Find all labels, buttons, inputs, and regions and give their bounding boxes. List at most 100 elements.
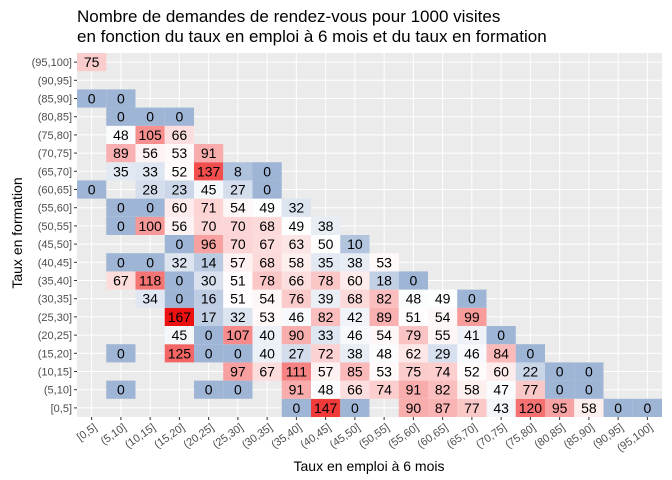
cell-value-label: 74 bbox=[435, 364, 451, 380]
heatmap-cell bbox=[194, 253, 224, 272]
y-tick-label: (10,15] bbox=[38, 367, 72, 379]
heatmap-cell bbox=[223, 216, 253, 235]
heatmap-cell bbox=[311, 271, 341, 290]
heatmap-cell bbox=[194, 216, 224, 235]
heatmap-cell bbox=[457, 326, 487, 345]
heatmap-cell bbox=[194, 326, 224, 345]
cell-value-label: 54 bbox=[230, 200, 246, 216]
x-tick-label: (10,15] bbox=[123, 422, 158, 451]
cell-value-label: 0 bbox=[556, 364, 564, 380]
x-tick-label: (55,60] bbox=[386, 422, 421, 451]
y-tick-label: (30,35] bbox=[38, 294, 72, 306]
cell-value-label: 32 bbox=[289, 200, 305, 216]
cell-value-label: 51 bbox=[406, 309, 422, 325]
cell-value-label: 53 bbox=[376, 254, 392, 270]
cell-value-label: 0 bbox=[175, 109, 183, 125]
x-tick-label: (75,80] bbox=[503, 422, 538, 451]
cell-value-label: 137 bbox=[197, 163, 221, 179]
cell-value-label: 0 bbox=[88, 91, 96, 107]
cell-value-label: 27 bbox=[230, 182, 246, 198]
heatmap-cell bbox=[398, 344, 428, 363]
chart-title-line2: en fonction du taux en emploi à 6 mois e… bbox=[77, 27, 547, 46]
cell-value-label: 60 bbox=[493, 364, 509, 380]
cell-value-label: 8 bbox=[234, 163, 242, 179]
heatmap-cell bbox=[164, 235, 194, 254]
heatmap-cell bbox=[164, 271, 194, 290]
heatmap-cell bbox=[194, 380, 224, 399]
y-tick-label: (70,75] bbox=[38, 148, 72, 160]
y-tick-label: (75,80] bbox=[38, 130, 72, 142]
cell-value-label: 17 bbox=[201, 309, 217, 325]
y-tick-label: (20,25] bbox=[38, 330, 72, 342]
heatmap-cell bbox=[428, 307, 458, 326]
heatmap-cell bbox=[252, 326, 282, 345]
cell-value-label: 54 bbox=[376, 327, 392, 343]
x-tick-label: (25,30] bbox=[211, 422, 246, 451]
heatmap-cell bbox=[369, 362, 399, 381]
heatmap-cell bbox=[77, 53, 107, 72]
cell-value-label: 91 bbox=[289, 382, 305, 398]
heatmap-cell bbox=[574, 398, 604, 417]
heatmap-cell bbox=[428, 344, 458, 363]
heatmap-cell bbox=[340, 362, 370, 381]
cell-value-label: 47 bbox=[493, 382, 509, 398]
cell-value-label: 38 bbox=[318, 218, 334, 234]
cell-value-label: 39 bbox=[318, 291, 334, 307]
cell-value-label: 46 bbox=[289, 309, 305, 325]
heatmap-cell bbox=[135, 144, 165, 163]
cell-value-label: 0 bbox=[205, 382, 213, 398]
cell-value-label: 78 bbox=[318, 273, 334, 289]
cell-value-label: 49 bbox=[259, 200, 275, 216]
cell-value-label: 90 bbox=[406, 400, 422, 416]
heatmap-cell bbox=[223, 326, 253, 345]
heatmap-cell bbox=[311, 380, 341, 399]
heatmap-cell bbox=[311, 289, 341, 308]
cell-value-label: 66 bbox=[347, 382, 363, 398]
heatmap-cell bbox=[135, 198, 165, 217]
heatmap-cell bbox=[194, 144, 224, 163]
cell-value-label: 53 bbox=[172, 145, 188, 161]
cell-value-label: 54 bbox=[435, 309, 451, 325]
heatmap-cell bbox=[398, 271, 428, 290]
heatmap-cell bbox=[457, 398, 487, 417]
heatmap-cell bbox=[223, 289, 253, 308]
cell-value-label: 75 bbox=[406, 364, 422, 380]
cell-value-label: 82 bbox=[318, 309, 334, 325]
cell-value-label: 0 bbox=[175, 291, 183, 307]
heatmap-cell bbox=[194, 235, 224, 254]
heatmap-cell bbox=[164, 344, 194, 363]
heatmap-cell bbox=[164, 253, 194, 272]
heatmap-cell bbox=[311, 253, 341, 272]
heatmap-cell bbox=[281, 198, 311, 217]
cell-value-label: 33 bbox=[142, 163, 158, 179]
heatmap-cell bbox=[311, 326, 341, 345]
cell-value-label: 42 bbox=[347, 309, 363, 325]
y-tick-label: (15,20] bbox=[38, 348, 72, 360]
x-tick-label: [0,5] bbox=[75, 422, 99, 444]
cell-value-label: 0 bbox=[585, 382, 593, 398]
cell-value-label: 55 bbox=[435, 327, 451, 343]
y-axis-label: Taux en formation bbox=[9, 177, 25, 289]
cell-value-label: 77 bbox=[464, 400, 480, 416]
cell-value-label: 49 bbox=[289, 218, 305, 234]
heatmap-cell bbox=[281, 289, 311, 308]
heatmap-cell bbox=[252, 344, 282, 363]
heatmap-cell bbox=[223, 253, 253, 272]
heatmap-cell bbox=[106, 271, 136, 290]
heatmap-cell bbox=[369, 307, 399, 326]
heatmap-cell bbox=[428, 380, 458, 399]
cell-value-label: 22 bbox=[523, 364, 539, 380]
cell-value-label: 167 bbox=[168, 309, 192, 325]
cell-value-label: 0 bbox=[409, 273, 417, 289]
cell-value-label: 0 bbox=[205, 345, 213, 361]
cell-value-label: 105 bbox=[138, 127, 162, 143]
cell-value-label: 16 bbox=[201, 291, 217, 307]
heatmap-cell bbox=[223, 235, 253, 254]
y-tick-label: (5,10] bbox=[44, 385, 72, 397]
heatmap-cell bbox=[340, 380, 370, 399]
cell-value-label: 63 bbox=[289, 236, 305, 252]
cell-value-label: 58 bbox=[289, 254, 305, 270]
cell-value-label: 70 bbox=[230, 236, 246, 252]
cell-value-label: 46 bbox=[464, 345, 480, 361]
cell-value-label: 62 bbox=[406, 345, 422, 361]
